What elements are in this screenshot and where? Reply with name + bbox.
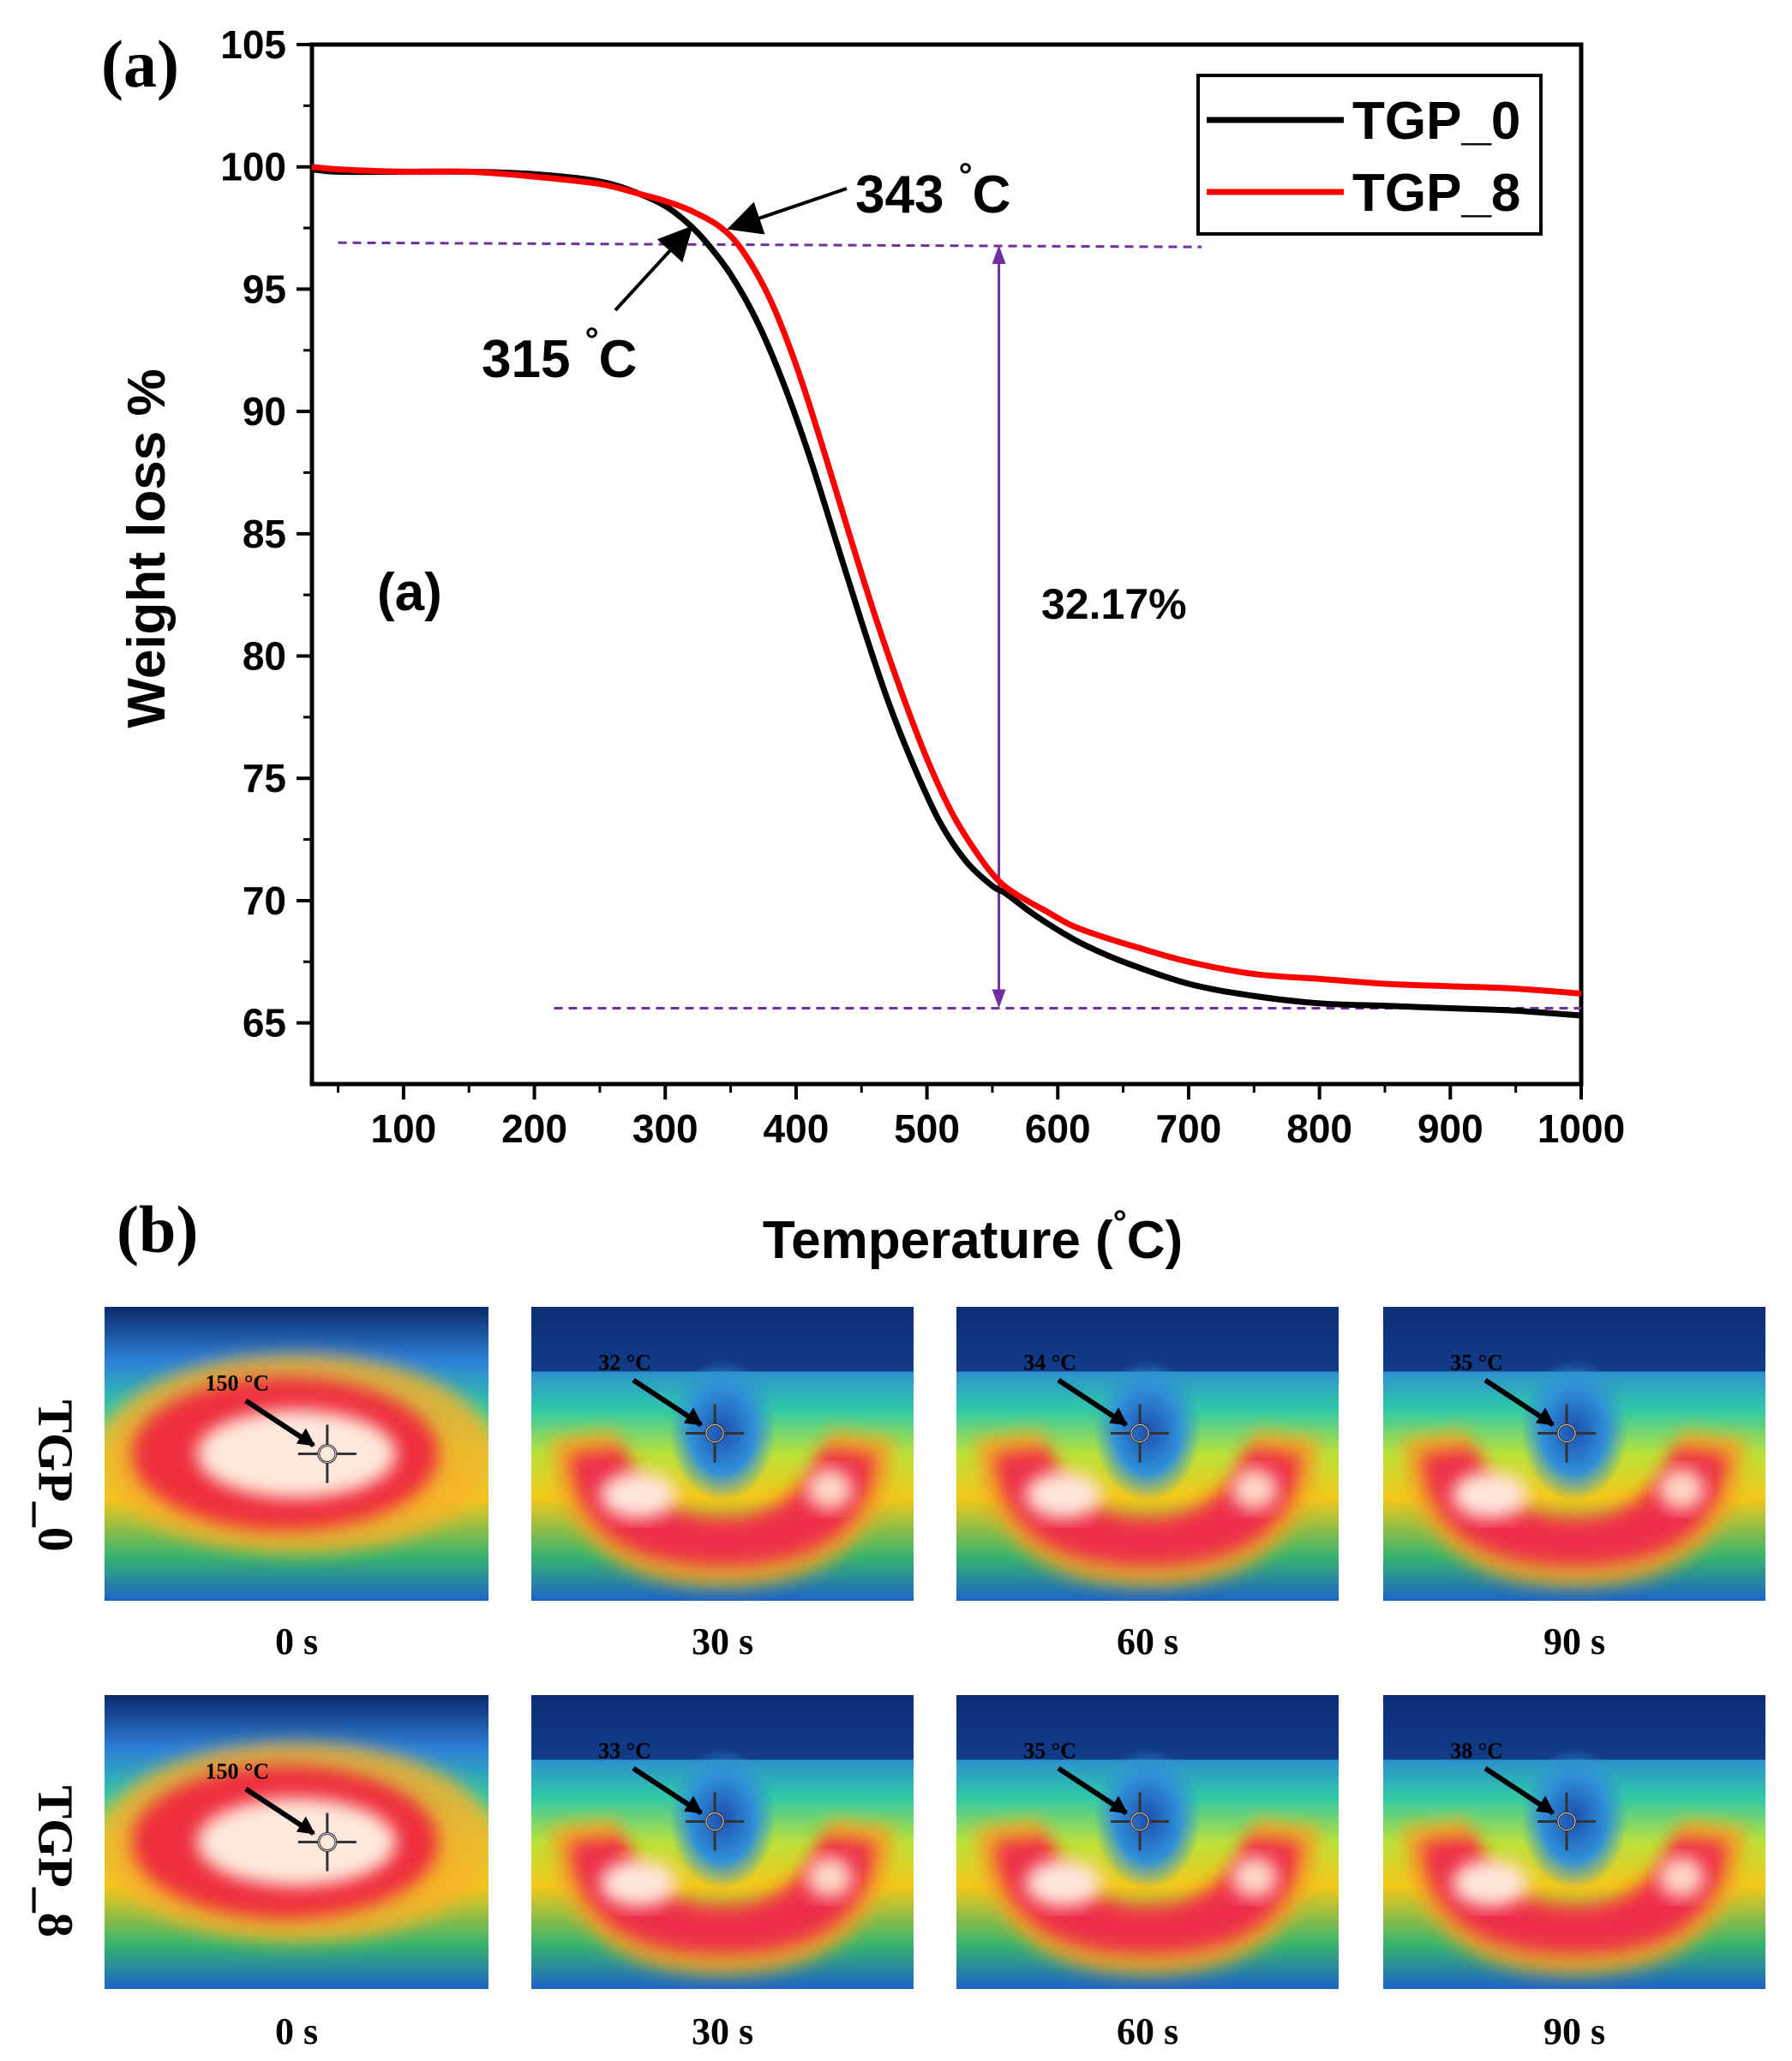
mass-loss-arrow-head-bottom	[992, 989, 1006, 1009]
thermal-image: 38 °C	[1383, 1695, 1765, 1989]
x-tick-label: 700	[1156, 1106, 1222, 1151]
y-tick-label: 105	[220, 22, 286, 67]
y-tick-label: 100	[220, 145, 286, 189]
y-tick-label: 80	[243, 634, 286, 679]
crosshair-icon	[297, 1812, 357, 1872]
x-tick-label: 400	[764, 1106, 830, 1151]
pointer-arrow-head	[1109, 1795, 1129, 1814]
onset-label-tgp-8: 343 °C	[855, 157, 1010, 225]
y-tick-label: 90	[243, 389, 286, 434]
temperature-readout: 35 °C	[1023, 1738, 1076, 1763]
onset-arrow-tgp-8	[727, 187, 848, 235]
row-label-tgp-8: TGP_8	[27, 1785, 84, 1938]
thermal-image: 150 °C	[105, 1307, 488, 1601]
temperature-readout: 35 °C	[1450, 1350, 1503, 1375]
time-label: 90 s	[1543, 1621, 1606, 1663]
y-axis-label: Weight loss %	[117, 368, 177, 728]
inner-panel-label: (a)	[377, 563, 442, 622]
x-tick-label: 200	[501, 1106, 567, 1151]
time-label: 60 s	[1116, 1621, 1179, 1663]
thermal-image: 150 °C	[105, 1695, 488, 1989]
legend-label-tgp-0: TGP_0	[1352, 92, 1520, 151]
temperature-readout: 150 °C	[205, 1371, 269, 1396]
x-tick-label: 900	[1417, 1106, 1483, 1151]
plot-frame	[309, 42, 1584, 1087]
time-label: 0 s	[274, 2010, 319, 2052]
pointer-arrow-head	[296, 1428, 315, 1447]
panel-a-label: (a)	[101, 27, 179, 101]
upper-dashed-line	[338, 241, 1202, 249]
series-line-tgp-8	[311, 164, 1582, 997]
temperature-readout: 32 °C	[598, 1350, 651, 1375]
thermal-image: 35 °C	[956, 1695, 1339, 1989]
thermal-image: 35 °C	[1383, 1307, 1765, 1601]
row-label-tgp-0: TGP_0	[27, 1399, 84, 1552]
x-tick-label: 800	[1286, 1106, 1352, 1151]
series-line-tgp-0	[311, 166, 1582, 1019]
x-axis-label: Temperature (°C)	[763, 1204, 1183, 1270]
temperature-readout: 150 °C	[205, 1759, 269, 1784]
thermal-image: 32 °C	[531, 1307, 914, 1601]
temperature-readout: 38 °C	[1450, 1738, 1503, 1763]
y-tick-label: 65	[243, 1001, 286, 1045]
time-label: 0 s	[274, 1621, 319, 1663]
crosshair-icon	[686, 1792, 745, 1851]
pointer-arrow-head	[1536, 1407, 1555, 1426]
tga-chart: 100 200 300 400 500 600 700 800 900 1000 65 70 75 80 8…	[117, 22, 1625, 1270]
temperature-readout: 33 °C	[598, 1738, 651, 1763]
x-tick-label: 500	[894, 1106, 960, 1151]
pointer-arrow-head	[1536, 1795, 1555, 1814]
y-tick-label: 85	[243, 512, 286, 556]
temperature-readout: 34 °C	[1023, 1350, 1076, 1375]
crosshair-icon	[1111, 1792, 1170, 1851]
pointer-arrow-head	[1109, 1407, 1129, 1426]
mass-loss-arrow-head-top	[992, 245, 1006, 265]
y-tick-label: 75	[243, 756, 286, 800]
thermal-image: 33 °C	[531, 1695, 914, 1989]
x-tick-label: 100	[371, 1106, 437, 1151]
y-tick-label: 70	[243, 878, 286, 923]
mass-loss-label: 32.17%	[1041, 580, 1187, 628]
pointer-arrow-head	[296, 1816, 315, 1835]
panel-b-label: (b)	[117, 1192, 199, 1267]
pointer-arrow-head	[684, 1407, 704, 1426]
crosshair-icon	[1111, 1404, 1170, 1463]
time-label: 30 s	[691, 1621, 754, 1663]
legend-box	[1196, 74, 1543, 236]
onset-arrow-tgp-0	[614, 225, 693, 312]
y-tick-label: 95	[243, 267, 286, 311]
time-label: 60 s	[1116, 2010, 1179, 2052]
crosshair-icon	[686, 1404, 745, 1463]
crosshair-icon	[1537, 1404, 1597, 1463]
x-tick-label: 600	[1025, 1106, 1091, 1151]
legend-label-tgp-8: TGP_8	[1352, 164, 1520, 223]
pointer-arrow-head	[684, 1795, 704, 1814]
x-tick-label: 300	[632, 1106, 698, 1151]
crosshair-icon	[1537, 1792, 1597, 1851]
crosshair-icon	[297, 1424, 357, 1483]
time-label: 90 s	[1543, 2010, 1606, 2052]
time-label: 30 s	[691, 2010, 754, 2052]
x-tick-label: 1000	[1537, 1106, 1625, 1151]
thermal-image: 34 °C	[956, 1307, 1339, 1601]
onset-label-tgp-0: 315 °C	[482, 321, 637, 389]
